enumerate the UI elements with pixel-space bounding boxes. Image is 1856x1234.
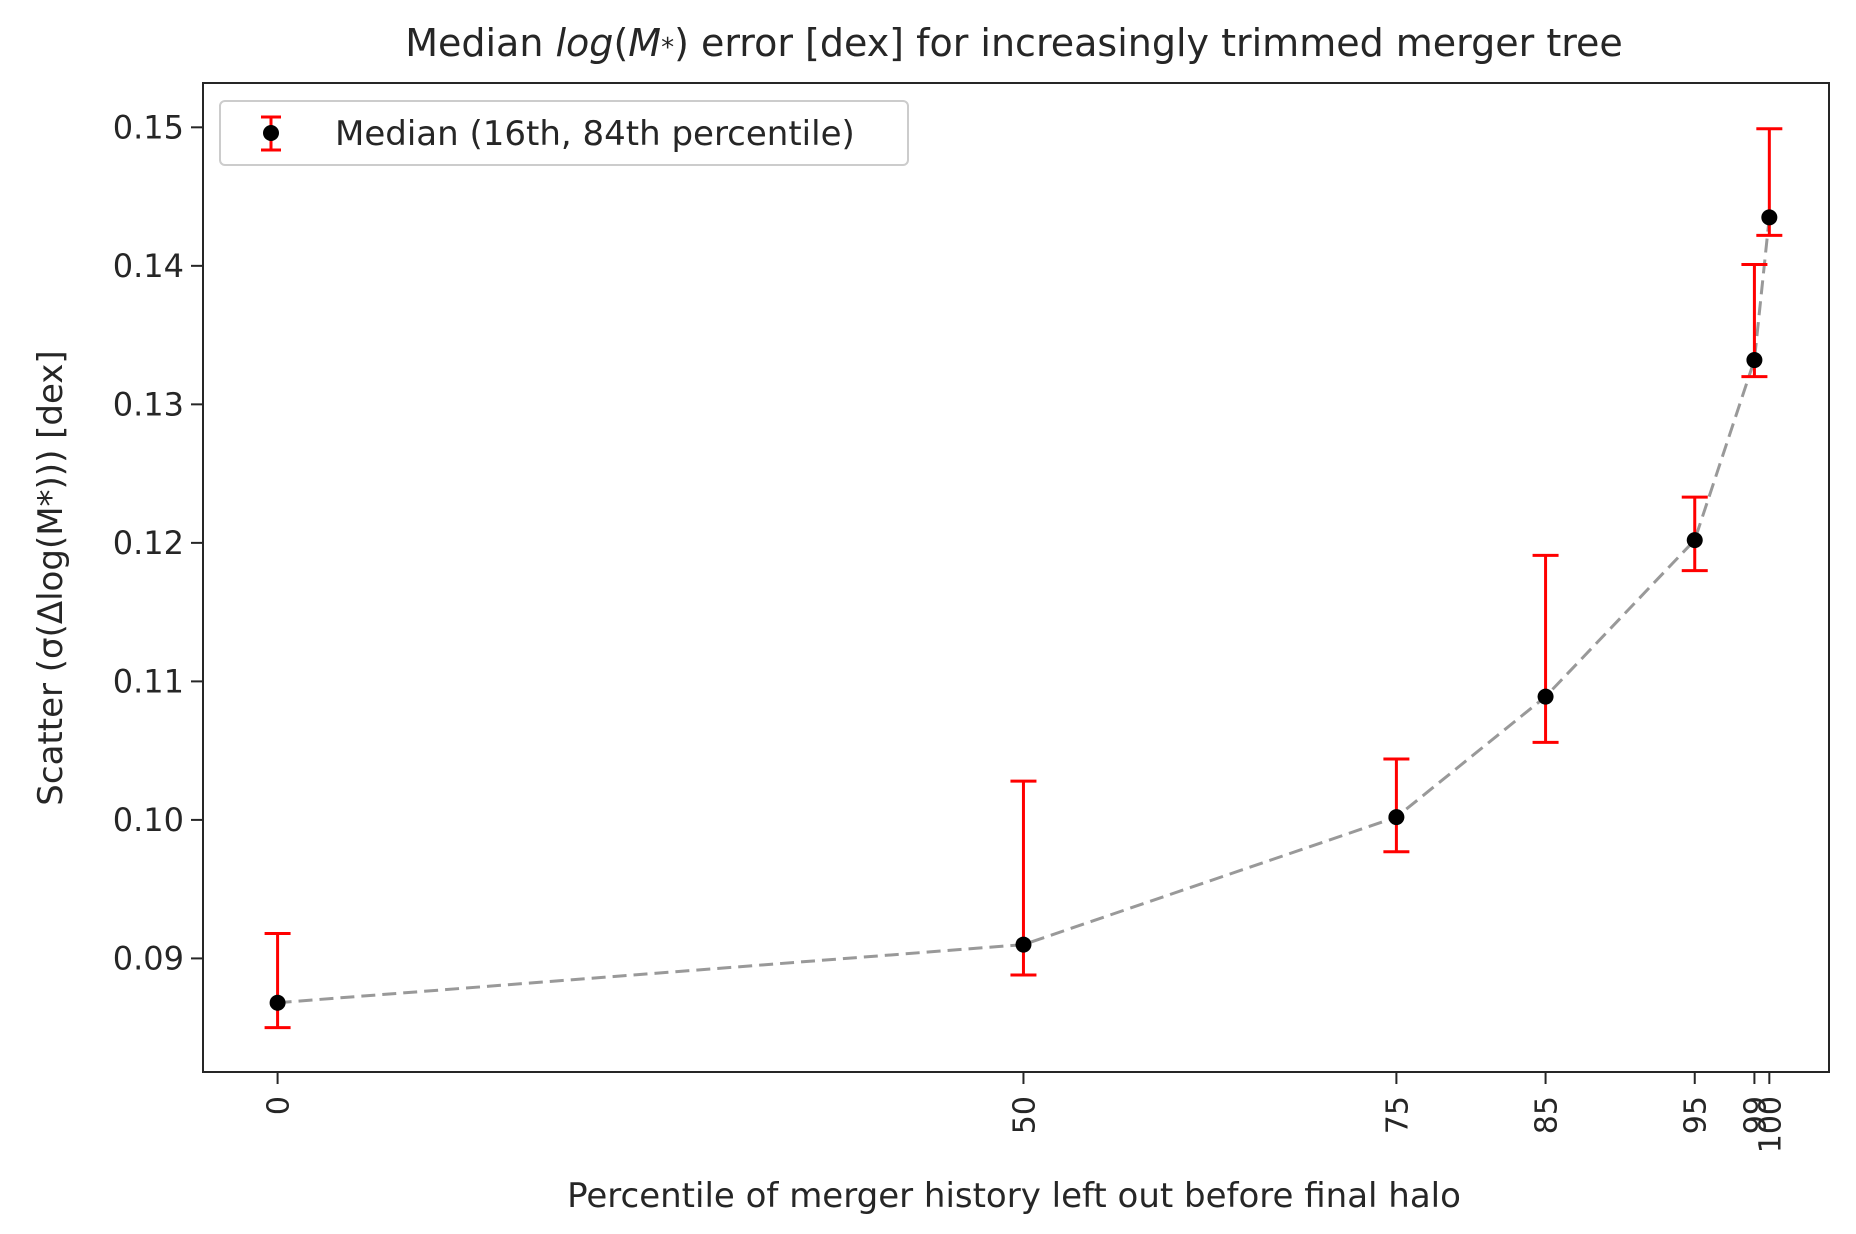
chart-title: Median log(M*) error [dex] for increasin… bbox=[405, 21, 1623, 65]
median-point-75 bbox=[1388, 809, 1405, 826]
x-tick-label: 0 bbox=[262, 1096, 297, 1115]
y-tick-label: 0.14 bbox=[113, 247, 184, 285]
median-point-100 bbox=[1761, 209, 1778, 226]
x-tick-label: 95 bbox=[1679, 1096, 1714, 1134]
x-axis-label: Percentile of merger history left out be… bbox=[567, 1176, 1461, 1216]
y-tick-label: 0.12 bbox=[113, 524, 184, 562]
median-point-0 bbox=[269, 994, 286, 1011]
x-tick-label: 75 bbox=[1380, 1096, 1415, 1134]
x-tick-label: 100 bbox=[1753, 1096, 1788, 1153]
x-tick-label: 99 bbox=[1738, 1096, 1773, 1134]
legend-label: Median (16th, 84th percentile) bbox=[335, 114, 855, 154]
y-tick-label: 0.13 bbox=[113, 385, 184, 423]
y-axis-label: Scatter (σ(Δlog(M*))) [dex] bbox=[31, 350, 71, 805]
y-tick-label: 0.10 bbox=[113, 801, 184, 839]
series-layer bbox=[264, 127, 1783, 1030]
y-ticks: 0.09 0.10 0.11 0.12 0.13 0.14 0.15 bbox=[113, 108, 203, 977]
y-tick-label: 0.15 bbox=[113, 108, 184, 146]
y-tick-label: 0.11 bbox=[113, 662, 184, 700]
median-point-50 bbox=[1015, 936, 1032, 953]
legend-box bbox=[219, 100, 909, 166]
x-tick-label: 50 bbox=[1007, 1096, 1042, 1134]
legend-marker-icon bbox=[263, 125, 279, 141]
x-tick-label: 85 bbox=[1530, 1096, 1565, 1134]
legend: Median (16th, 84th percentile) bbox=[219, 100, 909, 166]
median-point-85 bbox=[1537, 688, 1554, 705]
plot-area bbox=[202, 82, 1830, 1073]
y-tick-label: 0.09 bbox=[113, 939, 184, 977]
median-point-99 bbox=[1746, 352, 1763, 369]
median-point-95 bbox=[1686, 532, 1703, 549]
